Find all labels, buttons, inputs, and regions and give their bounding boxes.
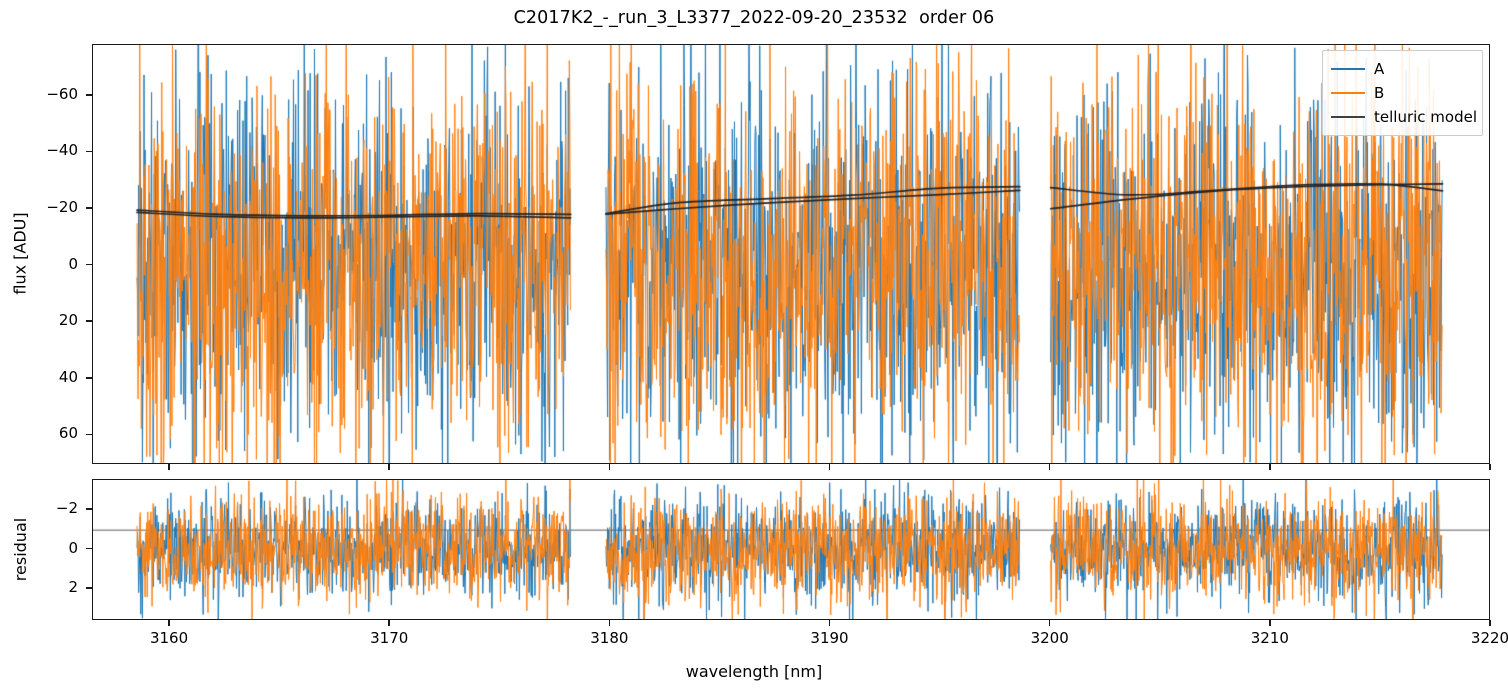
page-title: C2017K2_-_run_3_L3377_2022-09-20_23532 o… [513,8,995,28]
legend-item-telluric: telluric model [1331,105,1478,129]
x-tick-mark [1048,464,1051,470]
x-tick-label: 3160 [149,629,189,647]
legend-label-b: B [1374,83,1385,102]
x-tick-label: 3170 [370,629,409,647]
y-tick-mark [86,376,92,379]
x-tick-mark [1048,620,1051,626]
residual-plot-canvas [93,480,1489,619]
y-tick-label: −20 [46,198,78,217]
legend: A B telluric model [1322,50,1483,136]
legend-swatch-a-icon [1331,67,1365,71]
x-tick-label: 3200 [1030,629,1069,647]
flux-axis-label: flux [ADU] [10,212,30,295]
x-tick-mark [608,464,611,470]
x-tick-mark [388,464,390,470]
x-tick-mark [828,620,831,626]
y-tick-label: 60 [58,424,78,443]
y-tick-label: 40 [58,367,78,386]
y-tick-mark [86,507,92,510]
x-tick-label: 3210 [1250,629,1289,647]
y-tick-mark [86,263,92,266]
y-tick-mark [86,207,92,209]
x-tick-mark [1269,620,1271,626]
y-tick-label: 2 [68,578,78,597]
x-tick-label: 3190 [810,629,849,647]
y-tick-mark [86,94,92,96]
x-tick-mark [608,620,611,626]
x-axis-label: wavelength [nm] [685,662,823,681]
y-tick-label: 20 [58,311,78,330]
x-tick-mark [388,620,390,626]
y-tick-mark [86,433,92,436]
x-tick-mark [1489,620,1491,626]
x-tick-mark [168,620,170,626]
legend-item-b: B [1331,81,1474,105]
legend-swatch-b-icon [1331,91,1365,95]
residual-panel [92,479,1490,620]
x-tick-mark [168,464,170,470]
flux-panel [92,44,1490,464]
x-tick-mark [1269,464,1271,470]
legend-item-a: A [1331,57,1474,81]
y-tick-mark [86,547,92,550]
flux-plot-canvas [93,45,1489,463]
y-tick-label: 0 [68,254,78,273]
x-tick-label: 3220 [1470,629,1508,647]
y-tick-mark [86,150,92,153]
legend-label-telluric: telluric model [1374,107,1478,126]
y-tick-mark [86,320,92,322]
y-tick-label: 0 [68,538,78,557]
x-tick-mark [828,464,831,470]
x-tick-label: 3180 [590,629,629,647]
y-tick-mark [86,587,92,590]
y-tick-label: −40 [46,141,78,160]
legend-label-a: A [1374,59,1385,78]
y-tick-label: −2 [55,498,78,517]
legend-swatch-telluric-icon [1331,115,1365,119]
x-tick-mark [1489,464,1491,470]
y-tick-label: −60 [46,84,78,103]
residual-axis-label: residual [10,517,30,581]
